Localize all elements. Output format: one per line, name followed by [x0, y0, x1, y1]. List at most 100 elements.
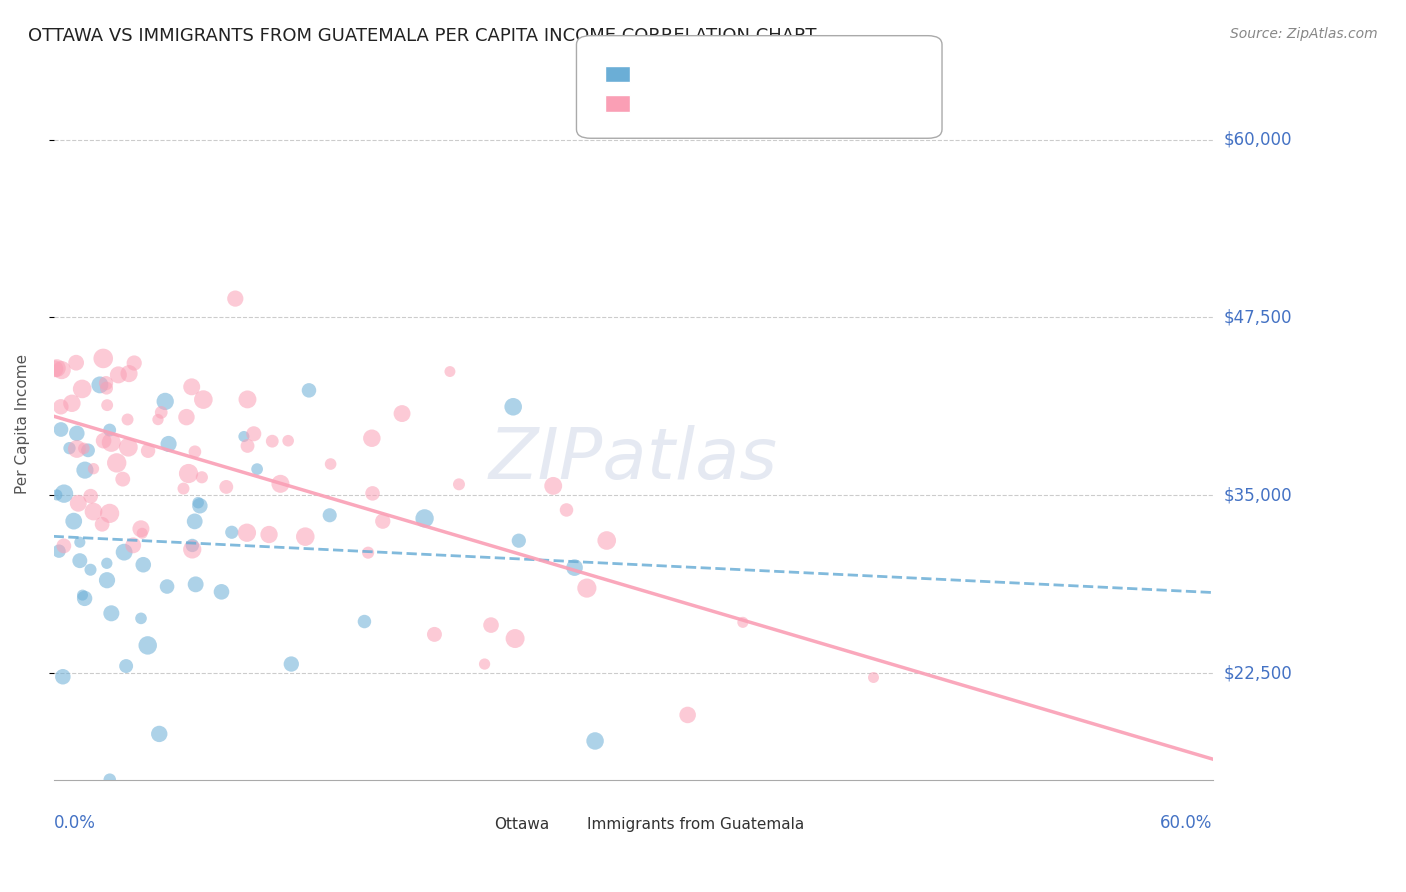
Immigrants from Guatemala: [93, 434, 115, 448]
Immigrants from Guatemala: [731, 615, 754, 630]
Ottawa: [184, 577, 207, 591]
Immigrants from Guatemala: [277, 434, 299, 448]
Immigrants from Guatemala: [439, 365, 461, 379]
Ottawa: [232, 429, 254, 443]
Immigrants from Guatemala: [91, 517, 114, 532]
Ottawa: [100, 607, 122, 621]
Ottawa: [188, 499, 211, 513]
Immigrants from Guatemala: [122, 356, 145, 370]
Immigrants from Guatemala: [596, 533, 619, 548]
Ottawa: [583, 734, 606, 748]
Immigrants from Guatemala: [236, 392, 259, 407]
Y-axis label: Per Capita Income: Per Capita Income: [15, 354, 30, 494]
Ottawa: [69, 554, 91, 568]
Ottawa: [96, 556, 118, 570]
Immigrants from Guatemala: [447, 477, 470, 491]
Immigrants from Guatemala: [91, 351, 114, 366]
Immigrants from Guatemala: [49, 400, 72, 414]
Ottawa: [246, 462, 269, 476]
Immigrants from Guatemala: [94, 376, 117, 391]
Immigrants from Guatemala: [391, 407, 413, 421]
Ottawa: [89, 377, 111, 392]
Text: 0.0%: 0.0%: [53, 814, 96, 832]
Immigrants from Guatemala: [136, 443, 159, 458]
Immigrants from Guatemala: [423, 627, 446, 641]
Ottawa: [156, 580, 179, 594]
Text: Source: ZipAtlas.com: Source: ZipAtlas.com: [1230, 27, 1378, 41]
Text: 60.0%: 60.0%: [1160, 814, 1213, 832]
Immigrants from Guatemala: [146, 412, 169, 426]
Ottawa: [53, 486, 76, 500]
Immigrants from Guatemala: [79, 489, 101, 503]
Immigrants from Guatemala: [44, 361, 66, 376]
Immigrants from Guatemala: [117, 440, 139, 454]
Immigrants from Guatemala: [60, 396, 83, 410]
Immigrants from Guatemala: [107, 368, 129, 382]
Immigrants from Guatemala: [191, 470, 214, 484]
Ottawa: [298, 384, 321, 398]
Ottawa: [115, 659, 138, 673]
Ottawa: [45, 488, 67, 502]
Ottawa: [112, 545, 135, 559]
Ottawa: [98, 423, 121, 437]
Immigrants from Guatemala: [242, 426, 264, 441]
Immigrants from Guatemala: [150, 405, 173, 419]
Ottawa: [72, 588, 94, 602]
Text: Ottawa: Ottawa: [494, 817, 550, 832]
Immigrants from Guatemala: [118, 367, 141, 381]
Immigrants from Guatemala: [52, 539, 75, 553]
Immigrants from Guatemala: [262, 434, 284, 449]
Immigrants from Guatemala: [555, 503, 578, 517]
Ottawa: [77, 443, 100, 458]
Immigrants from Guatemala: [371, 514, 394, 528]
Immigrants from Guatemala: [862, 671, 884, 685]
Immigrants from Guatemala: [177, 467, 200, 481]
Ottawa: [148, 727, 170, 741]
Ottawa: [181, 538, 204, 552]
Immigrants from Guatemala: [269, 476, 291, 491]
Text: Immigrants from Guatemala: Immigrants from Guatemala: [586, 817, 804, 832]
Immigrants from Guatemala: [131, 526, 153, 541]
Immigrants from Guatemala: [96, 398, 118, 412]
Ottawa: [187, 496, 209, 510]
Immigrants from Guatemala: [122, 538, 145, 552]
Ottawa: [413, 511, 436, 525]
Ottawa: [96, 573, 118, 587]
Ottawa: [157, 437, 180, 451]
Ottawa: [62, 514, 84, 528]
FancyBboxPatch shape: [569, 825, 591, 838]
Text: ZIPatlas: ZIPatlas: [489, 425, 778, 494]
Immigrants from Guatemala: [361, 486, 384, 500]
Immigrants from Guatemala: [73, 442, 96, 456]
Ottawa: [69, 535, 91, 549]
Text: $35,000: $35,000: [1223, 486, 1292, 504]
Immigrants from Guatemala: [176, 410, 198, 425]
Immigrants from Guatemala: [236, 439, 259, 453]
Immigrants from Guatemala: [357, 546, 380, 560]
Text: R = -0.443  N = 73: R = -0.443 N = 73: [612, 96, 769, 114]
Immigrants from Guatemala: [294, 530, 316, 544]
Immigrants from Guatemala: [82, 505, 104, 519]
Immigrants from Guatemala: [83, 461, 105, 475]
Immigrants from Guatemala: [66, 442, 89, 456]
Immigrants from Guatemala: [67, 496, 90, 510]
Text: $22,500: $22,500: [1223, 664, 1292, 682]
Immigrants from Guatemala: [224, 292, 246, 306]
Ottawa: [318, 508, 340, 523]
Immigrants from Guatemala: [215, 480, 238, 494]
Immigrants from Guatemala: [45, 361, 67, 376]
Immigrants from Guatemala: [100, 435, 122, 450]
Immigrants from Guatemala: [129, 522, 152, 536]
Ottawa: [58, 441, 80, 455]
Immigrants from Guatemala: [181, 542, 204, 557]
Ottawa: [183, 514, 205, 528]
Ottawa: [353, 615, 375, 629]
Text: R = -0.094  N = 48: R = -0.094 N = 48: [612, 67, 769, 85]
Ottawa: [211, 584, 233, 599]
Ottawa: [153, 394, 176, 409]
Immigrants from Guatemala: [257, 527, 280, 541]
Ottawa: [221, 525, 243, 540]
Immigrants from Guatemala: [96, 381, 118, 395]
Immigrants from Guatemala: [70, 382, 93, 396]
Text: OTTAWA VS IMMIGRANTS FROM GUATEMALA PER CAPITA INCOME CORRELATION CHART: OTTAWA VS IMMIGRANTS FROM GUATEMALA PER …: [28, 27, 817, 45]
